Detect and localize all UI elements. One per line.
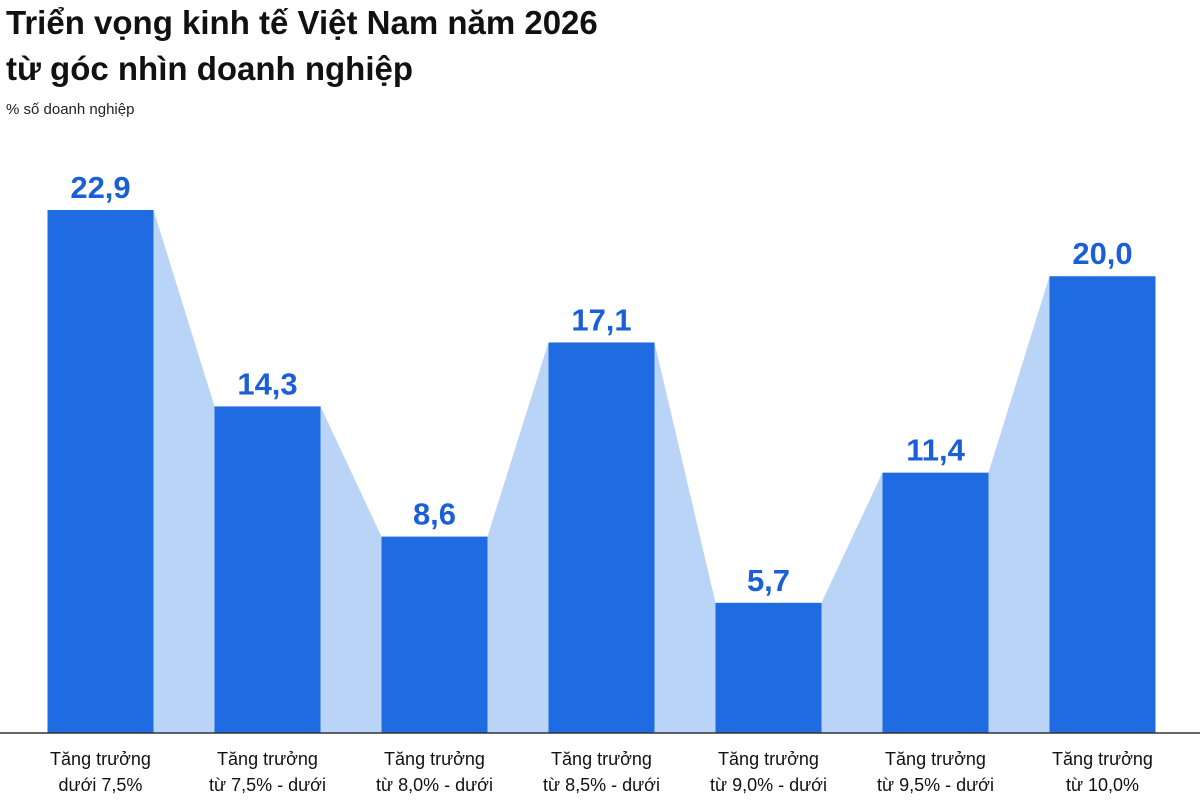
- connector: [320, 406, 382, 733]
- x-tick-label: từ 10,0%: [1066, 775, 1139, 795]
- value-label: 11,4: [906, 433, 965, 468]
- x-tick-label: từ 8,0% - dưới: [376, 775, 493, 795]
- value-label: 8,6: [413, 497, 456, 532]
- connector: [153, 210, 215, 733]
- value-label: 20,0: [1072, 236, 1132, 271]
- connector: [988, 276, 1050, 733]
- chart-subtitle: % số doanh nghiệp: [6, 101, 134, 118]
- x-tick-label: từ 8,5% - dưới: [543, 775, 660, 795]
- x-tick-label: dưới 7,5%: [59, 775, 143, 795]
- x-tick-label: Tăng trưởng: [384, 749, 485, 769]
- chart-title: từ góc nhìn doanh nghiệp: [6, 50, 413, 87]
- value-label: 22,9: [70, 170, 130, 205]
- bar: [715, 602, 822, 733]
- connector: [654, 342, 716, 733]
- x-tick-label: Tăng trưởng: [718, 749, 819, 769]
- x-tick-label: Tăng trưởng: [1052, 749, 1153, 769]
- value-label: 5,7: [747, 563, 790, 598]
- x-tick-label: Tăng trưởng: [885, 749, 986, 769]
- value-label: 17,1: [571, 302, 631, 337]
- x-tick-label: từ 9,0% - dưới: [710, 775, 827, 795]
- connector: [821, 472, 883, 733]
- bar: [1049, 276, 1156, 733]
- bar: [548, 342, 655, 733]
- chart-title: Triển vọng kinh tế Việt Nam năm 2026: [6, 4, 598, 41]
- x-tick-label: Tăng trưởng: [50, 749, 151, 769]
- bar: [47, 210, 154, 733]
- value-label: 14,3: [237, 366, 297, 401]
- connector: [487, 342, 549, 733]
- x-tick-label: Tăng trưởng: [551, 749, 652, 769]
- bar: [214, 406, 321, 733]
- x-tick-label: Tăng trưởng: [217, 749, 318, 769]
- bar: [381, 536, 488, 733]
- x-tick-label: từ 9,5% - dưới: [877, 775, 994, 795]
- bar: [882, 472, 989, 733]
- x-tick-label: từ 7,5% - dưới: [209, 775, 326, 795]
